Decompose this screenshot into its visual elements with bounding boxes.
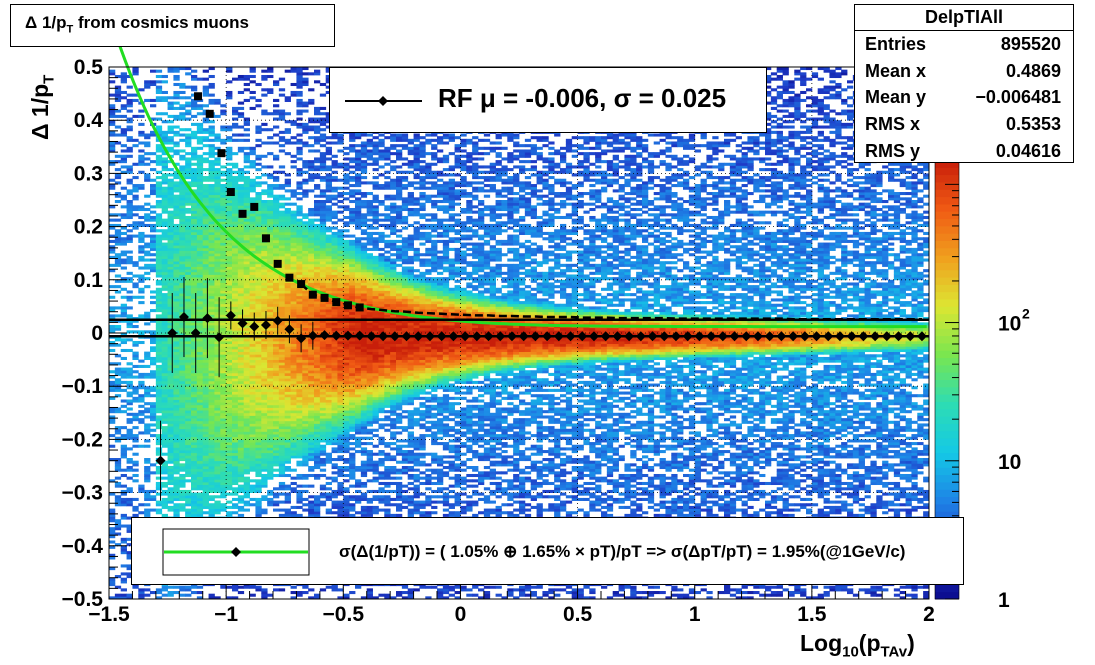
stats-value: −0.006481 <box>975 84 1061 111</box>
x-tick-label: 1.5 <box>797 603 827 626</box>
x-tick-label: −0.5 <box>323 603 365 626</box>
z-tick-label: 1 <box>998 589 1010 612</box>
rms-marker <box>297 280 305 288</box>
stats-row: RMS x 0.5353 <box>855 111 1073 138</box>
rms-marker <box>285 274 293 282</box>
y-tick-label: 0.4 <box>74 109 104 132</box>
rms-marker <box>239 210 247 218</box>
fit-legend-marker <box>162 518 342 584</box>
stats-label: Mean x <box>865 58 926 85</box>
stats-box: DelpTIAll Entries 895520 Mean x 0.4869 Mean … <box>854 4 1074 163</box>
y-tick-label: 0 <box>91 322 103 345</box>
rms-marker <box>332 298 340 306</box>
rms-marker <box>321 294 329 302</box>
y-axis-label: Δ 1/pT <box>27 75 58 140</box>
rms-marker <box>194 92 202 100</box>
stats-value: 895520 <box>1001 31 1061 58</box>
rms-marker <box>217 149 225 157</box>
y-tick-label: 0.2 <box>74 216 103 239</box>
stats-row: Entries 895520 <box>855 31 1073 58</box>
stats-label: Mean y <box>865 84 926 111</box>
z-tick-exponent: 2 <box>1022 306 1030 322</box>
title-box: Δ 1/pT from cosmics muons <box>10 4 335 47</box>
stats-name: DelpTIAll <box>855 5 1073 31</box>
fit-legend: σ(Δ(1/pT)) = ( 1.05% ⊕ 1.65% × pT)/pT =>… <box>131 517 964 585</box>
y-tick-label: −0.2 <box>62 428 103 451</box>
rf-legend-text: RF μ = -0.006, σ = 0.025 <box>438 83 726 114</box>
rms-marker <box>356 303 364 311</box>
rms-marker <box>227 188 235 196</box>
stats-value: 0.5353 <box>1006 111 1061 138</box>
rms-marker <box>250 203 258 211</box>
z-tick-label: 10 <box>998 313 1021 336</box>
x-tick-label: 0 <box>455 603 467 626</box>
stats-value: 0.4869 <box>1006 58 1061 85</box>
x-tick-label: −1 <box>214 603 238 626</box>
x-tick-label: 1 <box>689 603 701 626</box>
z-tick-label: 10 <box>998 451 1021 474</box>
rms-marker <box>309 291 317 299</box>
y-tick-label: −0.1 <box>62 375 104 398</box>
y-tick-label: −0.3 <box>62 482 103 505</box>
stats-row: Mean y −0.006481 <box>855 84 1073 111</box>
stats-label: RMS x <box>865 111 920 138</box>
stats-row: RMS y 0.04616 <box>855 138 1073 165</box>
rms-marker <box>344 301 352 309</box>
rms-marker <box>274 260 282 268</box>
fit-legend-text: σ(Δ(1/pT)) = ( 1.05% ⊕ 1.65% × pT)/pT =>… <box>339 542 905 562</box>
stats-row: Mean x 0.4869 <box>855 58 1073 85</box>
y-tick-label: 0.1 <box>74 269 104 292</box>
y-tick-label: −0.4 <box>62 535 104 558</box>
rf-legend-marker <box>330 68 440 134</box>
y-tick-label: 0.5 <box>74 56 104 79</box>
rms-marker <box>206 110 214 118</box>
y-tick-label: −0.5 <box>62 588 104 611</box>
stats-value: 0.04616 <box>996 138 1061 165</box>
stats-label: RMS y <box>865 138 920 165</box>
x-tick-label: 2 <box>923 603 935 626</box>
y-tick-label: 0.3 <box>74 162 103 185</box>
x-tick-label: 0.5 <box>563 603 593 626</box>
x-axis-label: Log10(pTAv) <box>800 630 915 661</box>
rms-marker <box>262 234 270 242</box>
plot-title: Δ 1/pT from cosmics muons <box>25 13 249 35</box>
stats-label: Entries <box>865 31 926 58</box>
rf-legend: RF μ = -0.006, σ = 0.025 <box>329 67 767 133</box>
